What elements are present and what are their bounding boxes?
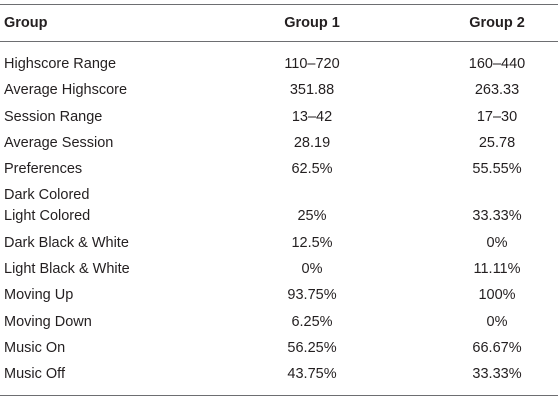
row-label: Light Colored [4, 208, 91, 225]
row-value-group-2: 0% [486, 313, 508, 330]
row-label: Moving Up [4, 287, 74, 304]
table-row: Preferences Dark Colored 62.5% 55.55% [0, 156, 558, 203]
preferences-sublabel: Dark Colored [4, 187, 90, 204]
header-row: Group Group 1 Group 2 [0, 4, 558, 42]
row-label: Music On [4, 339, 66, 356]
row-label: Dark Black & White [4, 234, 129, 251]
header-group-2: Group 2 [469, 15, 525, 31]
table-row: Dark Black & White 12.5% 0% [0, 229, 558, 255]
table-row: Light Colored 25% 33.33% [0, 203, 558, 229]
row-value-group-2: 160–440 [468, 56, 526, 73]
row-value-group-2: 100% [478, 287, 516, 304]
row-value-group-2: 55.55% [472, 161, 522, 178]
row-value-group-1: 93.75% [287, 287, 337, 304]
preferences-label: Preferences [4, 161, 83, 178]
row-value-group-1: 0% [301, 260, 323, 277]
table-row: Average Highscore 351.88 263.33 [0, 77, 558, 103]
row-value-group-1: 6.25% [291, 313, 333, 330]
row-value-group-1: 56.25% [287, 339, 337, 356]
row-value-group-1: 351.88 [289, 82, 335, 99]
row-label: Light Black & White [4, 260, 130, 277]
table-row: Light Black & White 0% 11.11% [0, 256, 558, 282]
row-label: Moving Down [4, 313, 92, 330]
table-row: Moving Down 6.25% 0% [0, 308, 558, 334]
table-row: Moving Up 93.75% 100% [0, 282, 558, 308]
row-value-group-2: 33.33% [472, 208, 522, 225]
row-value-group-2: 11.11% [473, 260, 521, 277]
table-header: Group Group 1 Group 2 [0, 4, 558, 42]
row-value-group-1: 25% [297, 208, 327, 225]
row-value-group-2: 17–30 [476, 108, 518, 125]
table-row: Highscore Range 110–720 160–440 [0, 42, 558, 78]
row-label: Preferences Dark Colored [0, 156, 222, 203]
row-value-group-2: 66.67% [472, 339, 522, 356]
table-row: Music On 56.25% 66.67% [0, 335, 558, 361]
row-label: Average Highscore [4, 82, 128, 99]
table-row: Session Range 13–42 17–30 [0, 104, 558, 130]
row-value-group-1: 62.5% [291, 161, 333, 178]
row-label: Session Range [4, 108, 103, 125]
row-label: Average Session [4, 135, 114, 152]
table-row: Average Session 28.19 25.78 [0, 130, 558, 156]
row-value-group-1: 43.75% [287, 366, 337, 383]
row-value-group-2: 0% [486, 234, 508, 251]
results-table: Group Group 1 Group 2 Highscore Range 11… [0, 4, 558, 396]
row-label: Music Off [4, 366, 65, 383]
header-group-1: Group 1 [284, 15, 340, 31]
row-value-group-2: 263.33 [474, 82, 520, 99]
row-value-group-1: 13–42 [291, 108, 333, 125]
header-group: Group [4, 15, 48, 31]
row-value-group-1: 12.5% [291, 234, 333, 251]
row-value-group-1: 110–720 [284, 56, 340, 73]
row-label: Highscore Range [4, 56, 117, 73]
row-value-group-1: 28.19 [293, 135, 331, 152]
table-body: Highscore Range 110–720 160–440 Average … [0, 42, 558, 396]
row-value-group-2: 33.33% [472, 366, 522, 383]
table-row: Music Off 43.75% 33.33% [0, 361, 558, 396]
row-value-group-2: 25.78 [478, 135, 516, 152]
